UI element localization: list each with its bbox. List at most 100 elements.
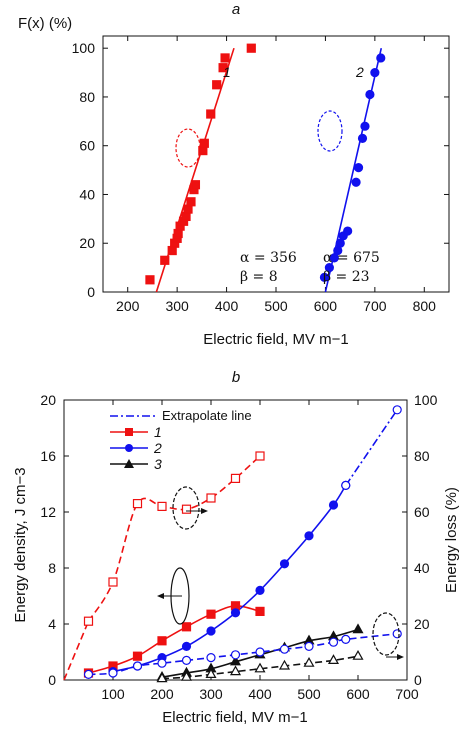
- panel-a-point-series-2: [352, 178, 360, 186]
- panel-b-point-series-2-loss: [305, 642, 313, 650]
- panel-b-point-series-2-loss: [256, 648, 264, 656]
- panel-b-y-tick-label: 20: [40, 392, 56, 408]
- panel-a-beta-2: β = 23: [323, 269, 370, 285]
- panel-a-point-series-1: [207, 110, 215, 118]
- panel-a-beta-1: β = 8: [240, 269, 278, 285]
- panel-b-point-series-2: [183, 642, 191, 650]
- panel-b-point-series-2: [207, 627, 215, 635]
- panel-b-y-axis-label: Energy density, J cm−3: [12, 467, 29, 622]
- panel-b-x-axis-label: Electric field, MV m−1: [162, 709, 307, 726]
- panel-b-y-tick-label: 16: [40, 448, 56, 464]
- legend-series-1-label: 1: [154, 424, 162, 440]
- panel-b-y-tick-label: 0: [48, 672, 56, 688]
- panel-b-point-series-2-loss: [393, 630, 401, 638]
- panel-a-x-tick-label: 500: [264, 298, 288, 314]
- panel-a-highlight-ellipse-1: [176, 129, 200, 167]
- panel-b-point-series-2-loss: [109, 669, 117, 677]
- panel-a-chart: a F(x) (%) Electric field, MV m−1 20 0 300…: [18, 1, 449, 348]
- panel-a-series-2-label: 2: [355, 64, 364, 80]
- panel-b-point-series-1-loss: [256, 452, 264, 460]
- panel-b-point-series-3-loss: [329, 655, 338, 663]
- panel-b-x-tick-label: 300: [199, 686, 223, 702]
- panel-a-alpha-2: α = 675: [323, 250, 380, 266]
- panel-a-y-tick-label: 80: [79, 89, 95, 105]
- panel-b-point-series-2-extrapolated: [342, 481, 350, 489]
- panel-a-x-tick-label: 600: [314, 298, 338, 314]
- panel-b-point-series-1-loss: [183, 505, 191, 513]
- panel-b-point-series-2-loss: [207, 654, 215, 662]
- legend-series-1-marker: [125, 428, 133, 436]
- panel-b-point-series-2-loss: [134, 662, 142, 670]
- panel-b-point-series-3-loss: [354, 651, 363, 659]
- panel-b-point-series-2: [256, 586, 264, 594]
- panel-b-point-series-1-loss: [158, 502, 166, 510]
- panel-a-y-tick-label: 0: [87, 284, 95, 300]
- panel-b-line-series-2-extrapolated: [346, 410, 397, 486]
- panel-a-series-1-label: 1: [223, 64, 231, 80]
- panel-a-point-series-1: [213, 81, 221, 89]
- panel-a-point-series-1: [247, 44, 255, 52]
- panel-b-y2-tick-label: 80: [414, 448, 430, 464]
- panel-b-arrowhead-right-1: [201, 508, 208, 514]
- legend-extrapolate-line-label: Extrapolate line: [162, 408, 252, 423]
- panel-b-point-series-2-loss: [158, 659, 166, 667]
- panel-a-x-tick-label: 700: [363, 298, 387, 314]
- panel-a-fit-line-1: [156, 48, 234, 292]
- panel-b-point-series-3-loss: [305, 658, 314, 666]
- panel-b-point-series-1-loss: [85, 617, 93, 625]
- panel-a-x-tick-label: 300: [165, 298, 189, 314]
- panel-b-point-series-2-extrapolated: [393, 406, 401, 414]
- panel-b-legend: Extrapolate line 1 2 3: [110, 408, 252, 472]
- panel-a-point-series-1: [191, 181, 199, 189]
- panel-b-point-series-1: [207, 610, 215, 618]
- panel-a-label: a: [232, 1, 240, 18]
- legend-series-3-label: 3: [154, 456, 162, 472]
- panel-b-arrowhead-left: [157, 593, 164, 599]
- panel-b-point-series-2: [232, 609, 240, 617]
- panel-b-annotations: [157, 487, 404, 660]
- panel-b-marks: [64, 406, 401, 682]
- panel-b-y2-tick-label: 40: [414, 560, 430, 576]
- panel-b-point-series-1: [158, 637, 166, 645]
- panel-b-y2-tick-label: 60: [414, 504, 430, 520]
- panel-b-y2-tick-label: 20: [414, 616, 430, 632]
- panel-b-point-series-2: [281, 560, 289, 568]
- panel-a-point-series-1: [200, 139, 208, 147]
- panel-a-y-tick-label: 100: [72, 40, 96, 56]
- panel-a-point-series-2: [359, 134, 367, 142]
- panel-b-point-series-1-loss: [207, 494, 215, 502]
- panel-b-point-series-3: [354, 625, 363, 633]
- panel-a-alpha-1: α = 356: [240, 250, 297, 266]
- panel-b-point-series-1-loss: [109, 578, 117, 586]
- panel-a-y-tick-label: 40: [79, 186, 95, 202]
- panel-a-y-axis-label: F(x) (%): [18, 15, 72, 32]
- panel-a-x-axis-label: Electric field, MV m−1: [203, 331, 348, 348]
- panel-b-point-series-2-loss: [232, 651, 240, 659]
- panel-a-point-series-1: [221, 54, 229, 62]
- panel-b-label: b: [232, 369, 240, 386]
- panel-a-point-series-1: [146, 276, 154, 284]
- panel-b-point-series-2-loss: [330, 638, 338, 646]
- panel-b-y-tick-label: 12: [40, 504, 56, 520]
- panel-b-arrowhead-right-2: [397, 654, 404, 660]
- panel-b-point-series-2-loss: [85, 670, 93, 678]
- panel-b-y-tick-label: 4: [48, 616, 56, 632]
- panel-b-x-tick-label: 700: [395, 686, 419, 702]
- panel-b-point-series-2-loss: [342, 635, 350, 643]
- panel-a-x-tick-label: 400: [215, 298, 239, 314]
- panel-a-y-tick-label: 20: [79, 235, 95, 251]
- panel-b-y2-tick-label: 100: [414, 392, 438, 408]
- legend-series-2-label: 2: [153, 440, 162, 456]
- panel-b-y2-axis-label: Energy loss (%): [443, 487, 460, 593]
- panel-a-x-tick-label: 800: [413, 298, 437, 314]
- panel-b-x-tick-label: 500: [297, 686, 321, 702]
- panel-b-y-tick-label: 8: [48, 560, 56, 576]
- panel-b-point-series-1: [183, 623, 191, 631]
- panel-b-x-tick-label: 100: [101, 686, 125, 702]
- panel-b-point-series-1-loss: [232, 474, 240, 482]
- panel-b-point-series-2: [305, 532, 313, 540]
- panel-b-point-series-1: [134, 652, 142, 660]
- panel-a-point-series-1: [187, 198, 195, 206]
- panel-b-x-tick-label: 400: [248, 686, 272, 702]
